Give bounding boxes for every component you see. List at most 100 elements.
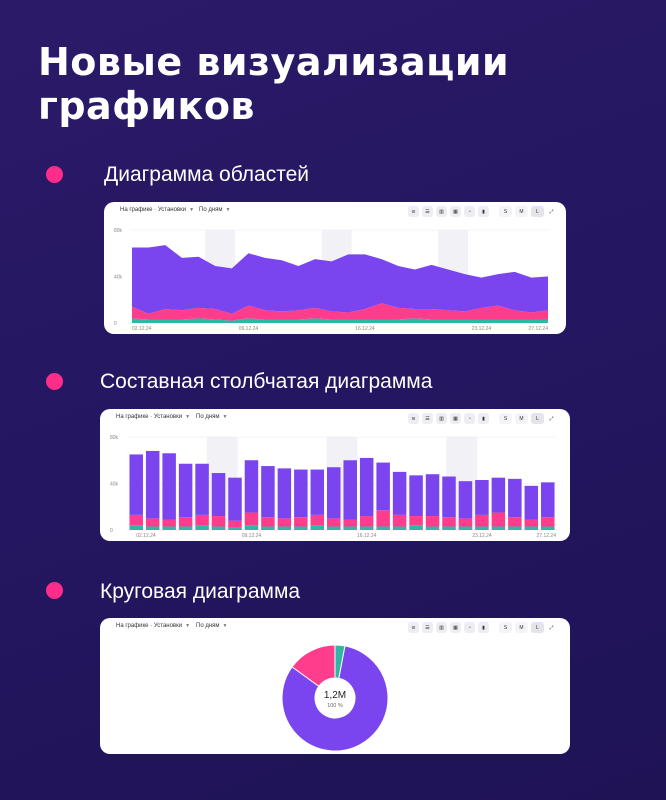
bar-segment [541,482,555,518]
chevron-down-icon: ▼ [185,414,191,420]
size-button-m[interactable]: M [515,622,528,633]
section-label-area: Диаграмма областей [104,163,310,186]
x-tick-label: 02.12.24 [136,533,156,539]
section-label-pie: Круговая диаграмма [100,580,301,603]
y-tick-label: 40k [114,275,123,281]
pie-chart-icon[interactable]: ◔ [464,622,475,633]
bar-segment [244,525,259,530]
area-chart-card: На графике · Установки ▼ По дням ▼ ≋ ☰ ▥ ▦ ◔ ▮ S… [104,202,566,334]
size-button-m[interactable]: M [515,413,528,424]
stacked-bar-icon[interactable]: ☰ [422,413,433,424]
pie-chart-icon[interactable]: ◔ [464,413,475,424]
bar-segment [442,476,456,518]
chevron-down-icon: ▼ [222,414,228,420]
bar-segment [442,517,456,527]
bar-segment [409,516,423,526]
chart-toolbar: На графике · Установки ▼ По дням ▼ ≋ ☰ ▥ ▦ ◔ ▮ S… [100,618,570,638]
bar-segment [228,477,242,521]
bar-segment [178,463,193,518]
size-button-l[interactable]: L [531,622,544,633]
column-chart-icon[interactable]: ▮ [478,413,489,424]
bar-segment [244,460,259,513]
bar-segment [359,526,374,530]
page-headline: Новые визуализации графиков [38,40,510,128]
area-chart-icon[interactable]: ≋ [408,622,419,633]
column-chart-icon[interactable]: ▮ [478,622,489,633]
size-button-m[interactable]: M [515,206,528,217]
expand-icon[interactable]: ⤢ [549,208,554,215]
section-bullet-dot [46,373,63,390]
bar-segment [277,526,292,530]
bar-segment [508,478,522,518]
bar-segment [425,516,440,527]
bar-segment [508,526,522,530]
bar-segment [376,526,390,530]
size-button-l[interactable]: L [531,413,544,424]
bar-segment [178,526,193,530]
size-button-s[interactable]: S [499,413,512,424]
bar-chart-icon[interactable]: ▥ [436,206,447,217]
stacked-bar-chart: 80k 40k 0 02.12.24 09.12.24 16.12.24 23.12.24 2… [110,435,556,539]
stacked-bar-icon[interactable]: ☰ [422,622,433,633]
area-chart-icon[interactable]: ≋ [408,206,419,217]
pie-chart-card: На графике · Установки ▼ По дням ▼ ≋ ☰ ▥ ▦ ◔ ▮ S… [100,618,570,754]
bar-segment [129,525,143,530]
bar-segment [129,514,143,526]
chevron-down-icon: ▼ [222,623,228,629]
area-chart: 80k 40k 0 02.12.24 09.12.24 16.12.24 23.12.24 2… [114,228,548,332]
expand-icon[interactable]: ⤢ [549,415,554,422]
bar-segment [458,481,473,519]
period-select[interactable]: По дням ▼ [196,414,228,420]
bar-segment [376,462,390,511]
area-chart-icon[interactable]: ≋ [408,413,419,424]
y-tick-label: 40k [110,482,119,488]
metric-select[interactable]: На графике · Установки ▼ [116,623,191,629]
x-tick-label: 16.12.24 [355,326,375,332]
bar-segment [195,463,209,515]
bar-segment [327,518,341,527]
bar-segment [425,526,440,530]
bar-segment [343,460,357,520]
bar-chart-icon[interactable]: ▥ [436,413,447,424]
bar-segment [475,514,489,527]
bar-segment [310,525,325,530]
bar-segment [475,526,489,530]
bar-segment [508,517,522,527]
bar-segment [524,519,539,527]
chevron-down-icon: ▼ [185,623,191,629]
bar-segment [343,526,357,530]
size-button-s[interactable]: S [499,622,512,633]
stacked-area-icon[interactable]: ▦ [450,206,461,217]
bar-segment [343,519,357,527]
x-tick-label: 16.12.24 [357,533,377,539]
section-bullet-dot [46,166,63,183]
bar-chart-icon[interactable]: ▥ [436,622,447,633]
metric-select[interactable]: На графике · Установки ▼ [116,414,191,420]
bar-segment [376,510,390,527]
pie-chart: 1,2M 100 % [281,644,389,752]
section-label-stacked-bar: Составная столбчатая диаграмма [100,370,433,393]
bar-segment [277,518,292,527]
bar-segment [162,526,176,530]
stacked-area-icon[interactable]: ▦ [450,622,461,633]
period-select[interactable]: По дням ▼ [196,623,228,629]
size-button-s[interactable]: S [499,206,512,217]
area-series-1 [132,303,548,321]
area-series-2 [132,245,548,314]
bar-segment [409,525,423,530]
stacked-area-icon[interactable]: ▦ [450,413,461,424]
stacked-bar-icon[interactable]: ☰ [422,206,433,217]
bar-segment [211,526,226,530]
bar-segment [228,520,242,528]
chart-type-buttons: ≋ ☰ ▥ ▦ ◔ ▮ S M L ⤢ [408,622,556,633]
column-chart-icon[interactable]: ▮ [478,206,489,217]
bar-segment [145,450,160,519]
metric-select[interactable]: На графике · Установки ▼ [120,207,195,213]
expand-icon[interactable]: ⤢ [549,624,554,631]
y-tick-label: 0 [110,528,113,534]
pie-chart-icon[interactable]: ◔ [464,206,475,217]
period-select[interactable]: По дням ▼ [199,207,231,213]
chart-toolbar: На графике · Установки ▼ По дням ▼ ≋ ☰ ▥ ▦ ◔ ▮ S… [100,409,570,429]
size-button-l[interactable]: L [531,206,544,217]
bar-segment [475,480,489,515]
